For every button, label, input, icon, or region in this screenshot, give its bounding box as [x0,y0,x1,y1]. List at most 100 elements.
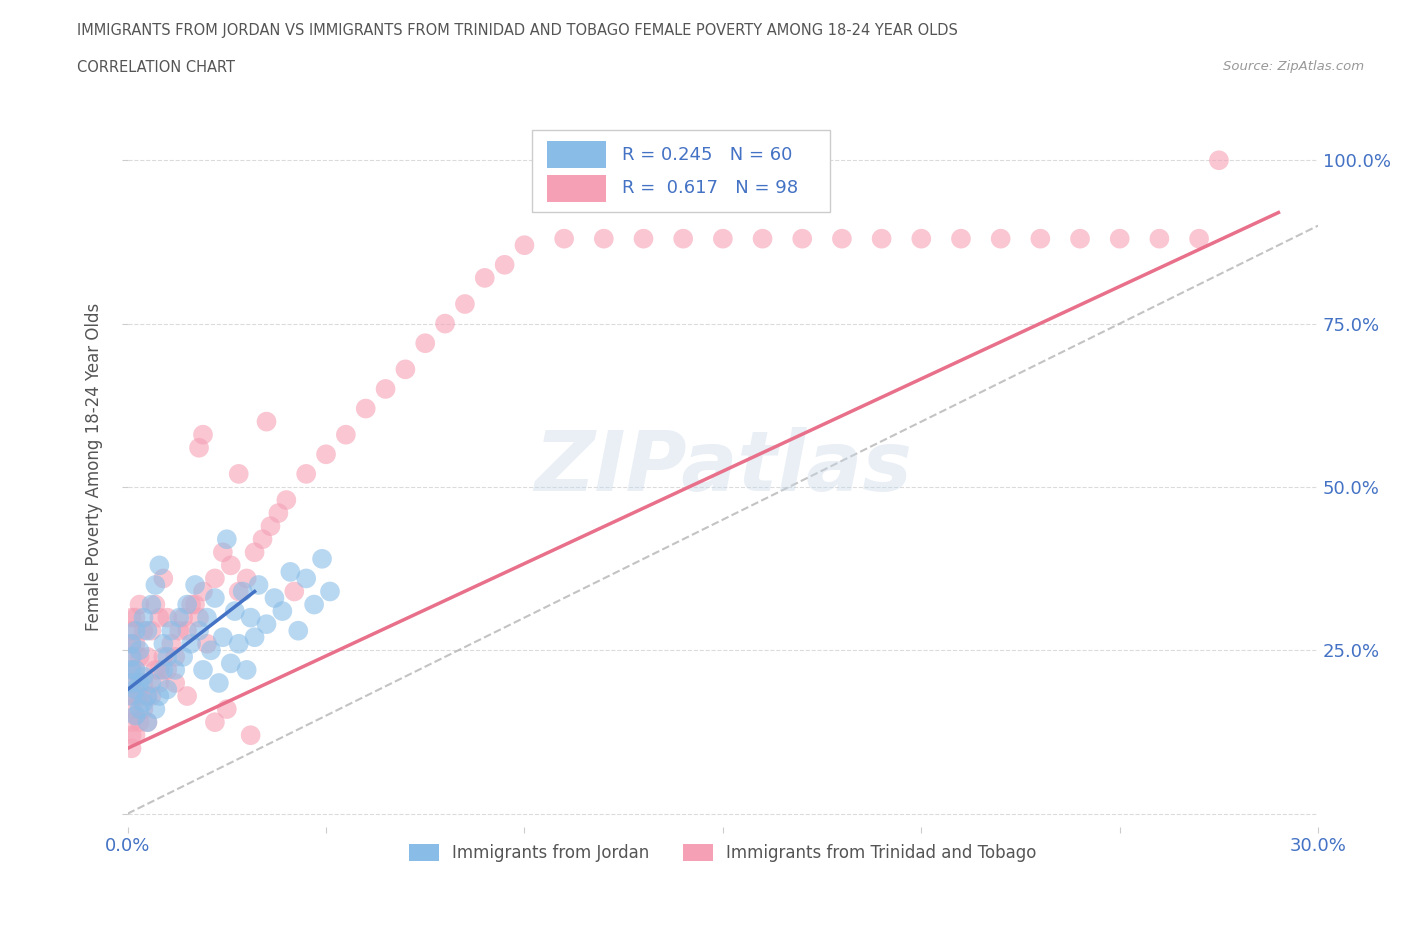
Point [319,584,342,599]
Point [148,662,170,677]
Point [191,662,214,677]
Point [672,232,695,246]
Point [239,610,262,625]
Point [124,708,146,723]
Point [211,545,233,560]
Point [132,610,155,625]
Point [191,427,214,442]
Point [1188,232,1211,246]
Point [394,362,416,377]
Point [121,662,143,677]
Point [121,688,143,703]
Point [278,565,301,579]
Point [156,649,179,664]
Point [128,643,150,658]
Point [263,591,285,605]
Point [211,630,233,644]
Point [474,271,496,286]
Point [124,662,146,677]
Point [156,662,179,677]
Point [128,701,150,716]
Point [136,715,159,730]
Point [711,232,734,246]
Point [156,610,179,625]
Point [990,232,1012,246]
Point [136,623,159,638]
Point [132,623,155,638]
Point [156,682,179,697]
Point [121,636,143,651]
Point [259,519,281,534]
Point [172,649,194,664]
Point [121,636,143,651]
Y-axis label: Female Poverty Among 18-24 Year Olds: Female Poverty Among 18-24 Year Olds [86,303,103,631]
Point [148,688,170,703]
Point [128,675,150,690]
Point [228,467,250,482]
Point [413,336,436,351]
Text: IMMIGRANTS FROM JORDAN VS IMMIGRANTS FROM TRINIDAD AND TOBAGO FEMALE POVERTY AMO: IMMIGRANTS FROM JORDAN VS IMMIGRANTS FRO… [77,23,959,38]
Point [121,649,143,664]
Point [256,617,278,631]
Point [252,532,274,547]
Point [165,675,187,690]
Point [267,506,290,521]
Text: R = 0.245   N = 60: R = 0.245 N = 60 [621,146,792,164]
Point [184,578,207,592]
Point [124,728,146,743]
Point [180,597,202,612]
Point [121,688,143,703]
Point [243,545,266,560]
Point [513,238,536,253]
Point [128,649,150,664]
Point [200,643,222,658]
Point [136,688,159,703]
Point [256,414,278,429]
Point [239,728,262,743]
Point [136,715,159,730]
Point [195,636,218,651]
Point [208,675,231,690]
Point [160,623,183,638]
Point [224,604,246,618]
Point [152,636,174,651]
Point [232,584,254,599]
Point [188,610,211,625]
Point [295,467,318,482]
Point [374,381,396,396]
Point [132,701,155,716]
Point [247,578,270,592]
Point [152,571,174,586]
Point [124,662,146,677]
Point [271,604,294,618]
Legend: Immigrants from Jordan, Immigrants from Trinidad and Tobago: Immigrants from Jordan, Immigrants from … [402,837,1043,869]
Point [124,623,146,638]
Point [335,427,357,442]
Point [141,688,163,703]
Bar [547,175,606,202]
Text: Source: ZipAtlas.com: Source: ZipAtlas.com [1223,60,1364,73]
Point [167,610,190,625]
Point [121,623,143,638]
Text: ZIPatlas: ZIPatlas [534,427,912,508]
Point [165,649,187,664]
Point [128,597,150,612]
Point [1149,232,1171,246]
Point [121,675,143,690]
Point [243,630,266,644]
Point [184,597,207,612]
Point [302,597,325,612]
FancyBboxPatch shape [533,129,830,212]
Point [141,623,163,638]
Point [215,532,238,547]
Point [148,610,170,625]
Point [124,708,146,723]
Point [148,675,170,690]
Point [121,649,143,664]
Text: R =  0.617   N = 98: R = 0.617 N = 98 [621,179,797,197]
Point [121,610,143,625]
Point [315,446,337,461]
Point [152,649,174,664]
Point [152,662,174,677]
Point [910,232,932,246]
